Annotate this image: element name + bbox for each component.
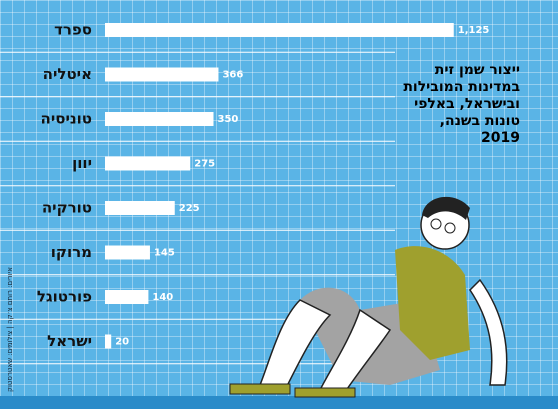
category-label: ישראל — [47, 332, 92, 350]
bar — [105, 112, 214, 126]
category-label: טוניסיה — [41, 110, 92, 128]
bar — [105, 245, 150, 260]
category-label: פורטוגל — [37, 288, 92, 306]
bottom-strip — [0, 396, 558, 409]
value-label: 145 — [154, 248, 175, 259]
bar — [105, 290, 149, 304]
bar — [105, 23, 454, 37]
bar — [105, 334, 112, 349]
value-label: 1,125 — [458, 25, 490, 36]
credit: איורים: רותם צ׳קה | צילומים: שאטרסטוק — [6, 267, 14, 392]
category-label: ספרד — [54, 21, 92, 39]
value-label: 366 — [222, 70, 243, 81]
bar — [105, 67, 219, 82]
bar — [105, 201, 175, 215]
value-label: 350 — [218, 114, 239, 125]
category-label: איטליה — [43, 65, 92, 83]
value-label: 225 — [179, 203, 200, 214]
chart-title: ייצור שמן זית במדינות המובילות ובישראל, … — [403, 62, 520, 146]
category-label: יוון — [72, 154, 92, 172]
value-label: 20 — [115, 337, 129, 348]
category-label: טורקיה — [42, 199, 92, 217]
bar — [105, 156, 191, 171]
value-label: 140 — [152, 292, 173, 303]
illustration — [229, 196, 508, 398]
value-label: 275 — [194, 159, 215, 170]
category-label: מרוקו — [51, 243, 92, 261]
